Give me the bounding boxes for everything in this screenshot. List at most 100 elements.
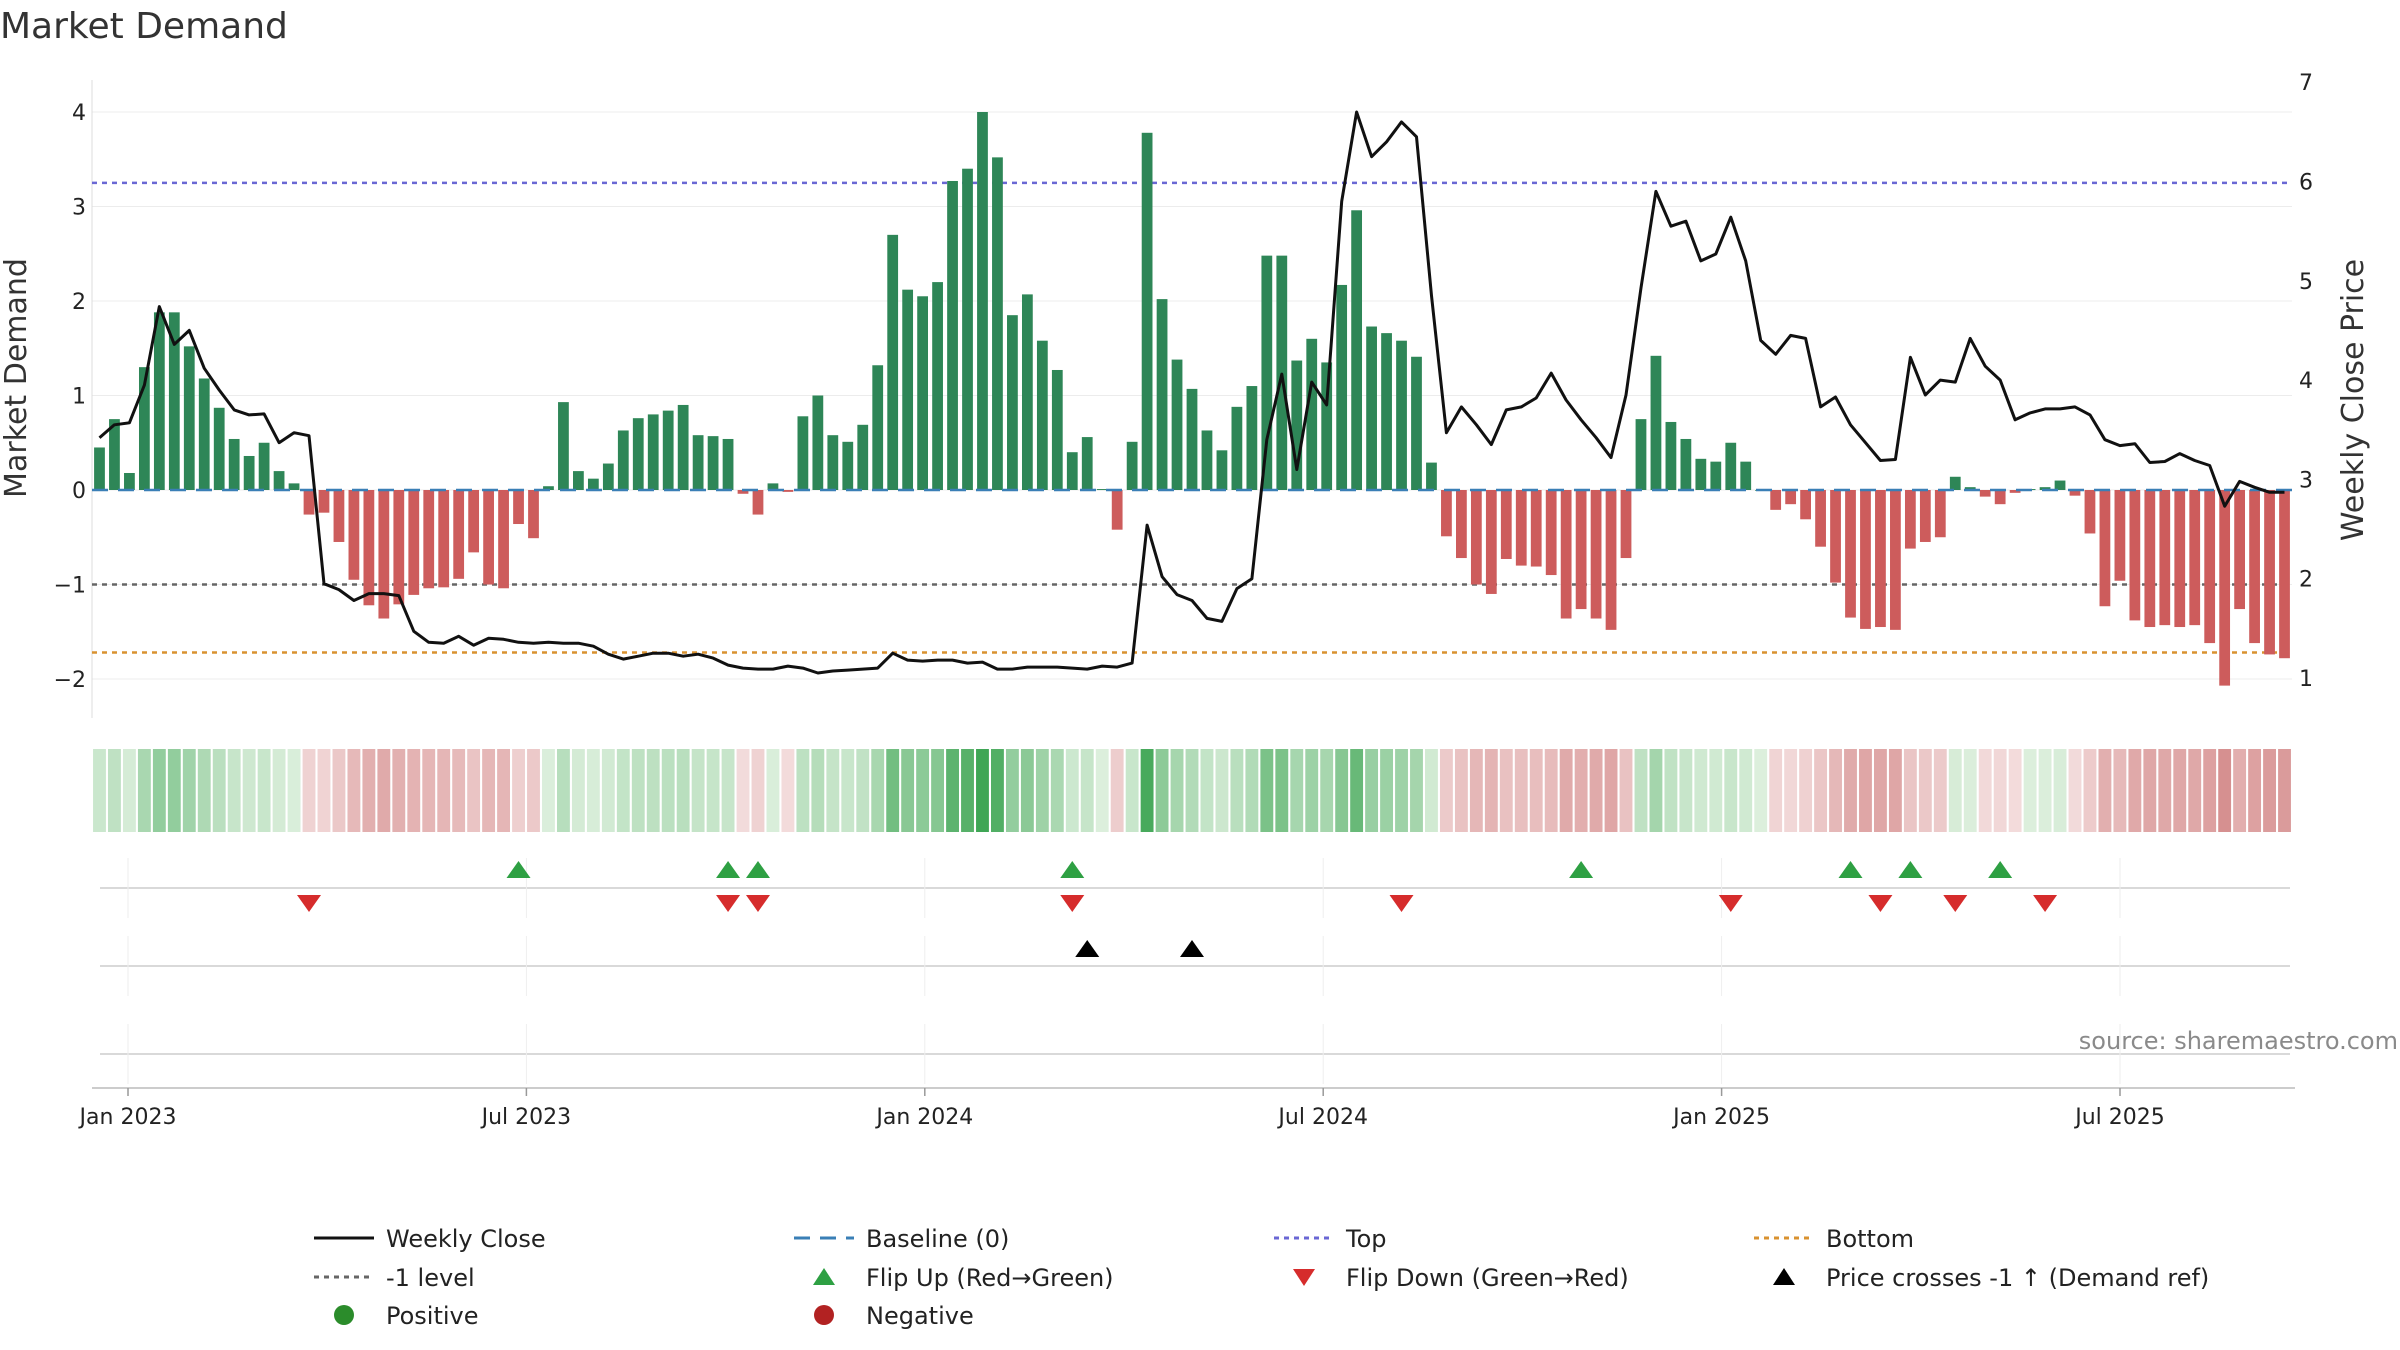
legend-item-minus-one: -1 level xyxy=(314,1264,475,1292)
heat-cell xyxy=(1290,749,1304,832)
x-tick-label: Jan 2024 xyxy=(874,1105,973,1130)
legend-label: Positive xyxy=(386,1302,479,1330)
legend-item-flip-down: Flip Down (Green→Red) xyxy=(1293,1264,1629,1292)
demand-bar xyxy=(2264,490,2275,655)
heat-cell xyxy=(452,749,466,832)
heat-cell xyxy=(1769,749,1783,832)
heat-cell xyxy=(1739,749,1753,832)
heat-cell xyxy=(1694,749,1708,832)
demand-bar xyxy=(632,418,644,490)
heat-cell xyxy=(1903,749,1917,832)
heat-cell xyxy=(781,749,795,832)
right-tick-label: 7 xyxy=(2299,71,2313,96)
heat-cell xyxy=(1559,749,1573,832)
demand-bar xyxy=(1066,452,1078,490)
heat-cell xyxy=(317,749,331,832)
heat-cell xyxy=(2038,749,2052,832)
heat-cell xyxy=(287,749,301,832)
demand-bar xyxy=(243,455,255,490)
heat-cell xyxy=(302,749,316,832)
demand-bar xyxy=(1456,490,1467,559)
heat-cell xyxy=(1305,749,1319,832)
demand-bar xyxy=(1246,386,1258,490)
demand-bar xyxy=(453,490,465,579)
demand-bar xyxy=(2279,490,2290,659)
demand-bar xyxy=(737,490,749,494)
heat-cell xyxy=(152,749,166,832)
heat-cell xyxy=(796,749,810,832)
demand-bar xyxy=(1216,450,1228,490)
heat-cell xyxy=(2158,749,2172,832)
heat-cell xyxy=(1350,749,1364,832)
legend-swatch xyxy=(1773,1268,1795,1285)
demand-bar xyxy=(812,395,824,490)
heat-cell xyxy=(1170,749,1184,832)
demand-bar xyxy=(767,483,779,490)
source-label: source: sharemaestro.com xyxy=(2079,1027,2398,1055)
demand-bar xyxy=(213,407,225,490)
demand-bar xyxy=(1710,461,1722,490)
heat-cell xyxy=(1245,749,1259,832)
legend-item-flip-up: Flip Up (Red→Green) xyxy=(813,1264,1114,1292)
heat-cell xyxy=(1110,749,1124,832)
price-cross-marker xyxy=(1075,940,1100,957)
right-tick-label: 3 xyxy=(2299,468,2313,493)
heat-cell xyxy=(721,749,735,832)
left-tick-label: 4 xyxy=(72,101,86,126)
demand-bar xyxy=(2249,490,2260,644)
demand-bar xyxy=(977,112,988,490)
demand-bar xyxy=(378,490,390,619)
demand-bar xyxy=(1575,490,1587,610)
demand-bar xyxy=(887,234,899,490)
heat-cell xyxy=(1365,749,1379,832)
heat-cell xyxy=(661,749,675,832)
demand-bar xyxy=(1141,132,1153,491)
demand-bar xyxy=(1919,490,1931,542)
heat-cell xyxy=(1260,749,1274,832)
demand-bar xyxy=(872,365,884,490)
demand-bar xyxy=(153,312,165,490)
demand-bar xyxy=(827,435,839,490)
heat-cell xyxy=(1065,749,1079,832)
left-axis: 4 3 2 1 0 −1 −2 xyxy=(54,101,86,693)
demand-bar xyxy=(1426,462,1437,490)
heat-cell xyxy=(1380,749,1393,832)
heat-cell xyxy=(1574,749,1588,832)
heat-cell xyxy=(556,749,570,832)
heat-cell xyxy=(227,749,241,832)
heat-cell xyxy=(1035,749,1049,832)
legend-label: Negative xyxy=(866,1302,974,1330)
demand-bar xyxy=(109,419,120,490)
heat-cell xyxy=(961,749,974,832)
heat-cell xyxy=(826,749,840,832)
flip-up-marker xyxy=(1988,861,2013,878)
demand-bar xyxy=(962,168,973,490)
demand-bar xyxy=(1964,487,1976,490)
demand-bar xyxy=(573,471,584,490)
demand-bar xyxy=(1126,441,1138,490)
flip-up-marker xyxy=(506,861,531,878)
demand-bar xyxy=(617,430,629,490)
demand-bar xyxy=(932,282,943,490)
legend-item-weekly-close: Weekly Close xyxy=(314,1225,546,1253)
demand-bar xyxy=(1860,490,1871,629)
flip-down-marker xyxy=(1943,895,1968,912)
demand-bar xyxy=(2234,490,2246,610)
heat-cell xyxy=(1140,749,1154,832)
demand-bar xyxy=(1111,490,1123,530)
flip-up-marker xyxy=(716,861,741,878)
heat-cell xyxy=(1874,749,1887,832)
heat-cell xyxy=(601,749,615,832)
heat-cell xyxy=(916,749,930,832)
legend-label: Bottom xyxy=(1826,1225,1914,1253)
price-series xyxy=(98,110,2285,675)
heat-cell xyxy=(377,749,391,832)
heat-cell xyxy=(197,749,211,832)
demand-bar xyxy=(1890,490,1901,630)
legend-label: Flip Down (Green→Red) xyxy=(1346,1264,1629,1292)
heat-cell xyxy=(2278,749,2291,832)
demand-bar xyxy=(1470,490,1482,585)
heat-cell xyxy=(1604,749,1618,832)
heat-cell xyxy=(467,749,481,832)
heat-cell xyxy=(1395,749,1408,832)
